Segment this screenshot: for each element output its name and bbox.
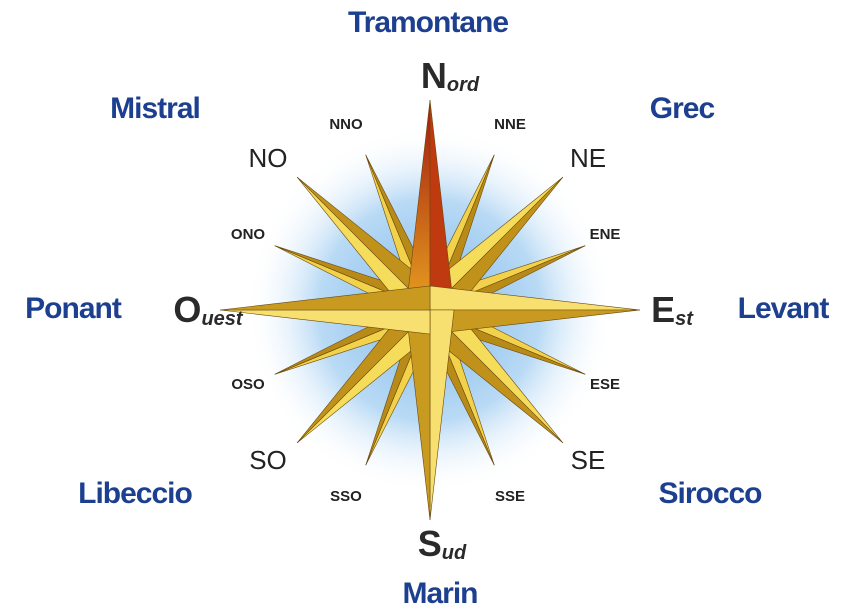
wind-label: Mistral bbox=[110, 92, 200, 125]
wind-label: Tramontane bbox=[348, 6, 508, 39]
cardinal-letter: N bbox=[421, 55, 447, 96]
secondary-label: ONO bbox=[231, 226, 266, 243]
compass-rose: Tramontane Grec Levant Sirocco Marin Libeccio… bbox=[0, 0, 854, 611]
intercardinal-label: SE bbox=[571, 445, 606, 475]
cardinal-suffix: ud bbox=[442, 542, 467, 564]
secondary-label: OSO bbox=[231, 376, 265, 393]
secondary-label: NNO bbox=[329, 116, 363, 133]
secondary-label: SSE bbox=[495, 488, 525, 505]
wind-label: Sirocco bbox=[658, 477, 762, 510]
intercardinal-label: NO bbox=[249, 143, 288, 173]
wind-label: Ponant bbox=[25, 292, 122, 325]
cardinal-label: Ouest bbox=[173, 289, 243, 331]
intercardinal-label: SO bbox=[249, 445, 287, 475]
cardinal-label: Sud bbox=[418, 523, 467, 565]
cardinal-label: Est bbox=[651, 289, 694, 331]
wind-label: Libeccio bbox=[78, 477, 192, 510]
secondary-label: ESE bbox=[590, 376, 620, 393]
cardinal-letter: S bbox=[418, 523, 442, 564]
cardinal-suffix: st bbox=[675, 308, 694, 330]
intercardinal-label: NE bbox=[570, 143, 606, 173]
cardinal-suffix: uest bbox=[201, 308, 243, 330]
secondary-label: NNE bbox=[494, 116, 526, 133]
cardinal-letter: E bbox=[651, 289, 675, 330]
cardinal-label: Nord bbox=[421, 55, 480, 97]
cardinal-letter: O bbox=[173, 289, 201, 330]
wind-label: Grec bbox=[650, 92, 715, 125]
secondary-label: SSO bbox=[330, 488, 362, 505]
cardinal-suffix: ord bbox=[447, 74, 480, 96]
wind-label: Marin bbox=[402, 577, 477, 610]
wind-label: Levant bbox=[738, 292, 830, 325]
secondary-label: ENE bbox=[590, 226, 621, 243]
